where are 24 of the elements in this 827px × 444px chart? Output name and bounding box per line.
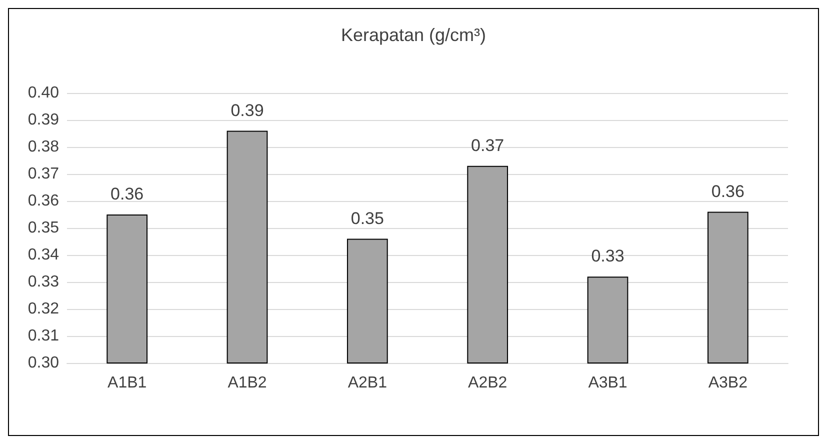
- y-tick-label: 0.32: [28, 300, 60, 318]
- data-label: 0.35: [350, 208, 384, 228]
- x-tick-label: A1B1: [108, 374, 147, 392]
- data-label: 0.37: [471, 136, 504, 155]
- y-tick-label: 0.33: [28, 274, 60, 290]
- data-label: 0.39: [230, 100, 264, 120]
- x-tick-label: A2B2: [468, 374, 508, 392]
- y-tick-label: 0.30: [28, 354, 60, 372]
- y-tick-label: 0.34: [28, 246, 60, 264]
- data-label: 0.36: [711, 182, 744, 201]
- chart-title: Kerapatan (g/cm³): [340, 25, 486, 45]
- y-tick-label: 0.40: [28, 84, 60, 102]
- y-tick-label: 0.37: [28, 166, 60, 182]
- x-tick-label: A3B1: [588, 374, 628, 392]
- x-tick-label: A2B1: [348, 374, 388, 392]
- y-tick-label: 0.39: [28, 112, 60, 128]
- y-tick-label: 0.35: [28, 220, 60, 236]
- x-tick-label: A1B2: [228, 374, 267, 392]
- data-label: 0.36: [110, 184, 144, 204]
- data-label: 0.33: [591, 246, 624, 266]
- y-tick-label: 0.31: [28, 328, 60, 344]
- y-tick-label: 0.38: [28, 138, 60, 156]
- x-tick-label: A3B2: [708, 374, 748, 392]
- y-tick-label: 0.36: [28, 192, 60, 210]
